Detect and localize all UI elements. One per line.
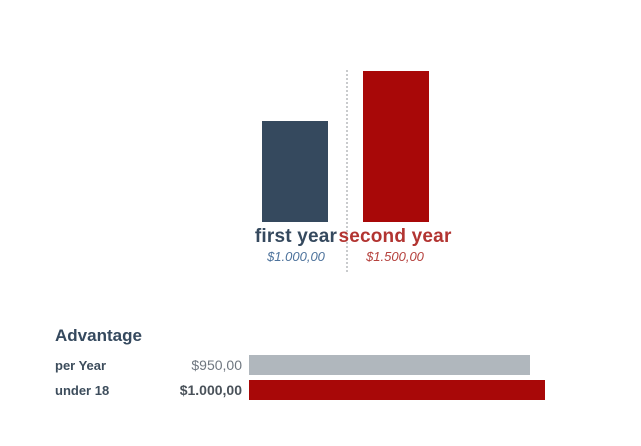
- advantage-row-value-under-18: $1.000,00: [179, 382, 242, 398]
- value-label-second-year: $1.500,00: [366, 249, 424, 264]
- value-label-first-year: $1.000,00: [267, 249, 325, 264]
- category-label-second-year: second year: [338, 226, 452, 247]
- advantage-row-label-per-year: per Year: [55, 358, 107, 373]
- advantage-bar-per-year: [249, 355, 530, 375]
- advantage-row-label-under-18: under 18: [55, 383, 110, 398]
- dotted-divider-line: [346, 70, 348, 272]
- advantage-bar-under-18: [249, 380, 545, 400]
- advantage-heading: Advantage: [55, 326, 142, 345]
- bar-second-year: [363, 71, 429, 222]
- bar-first-year: [262, 121, 328, 222]
- category-label-first-year: first year: [254, 226, 338, 247]
- advantage-row-value-per-year: $950,00: [191, 357, 242, 373]
